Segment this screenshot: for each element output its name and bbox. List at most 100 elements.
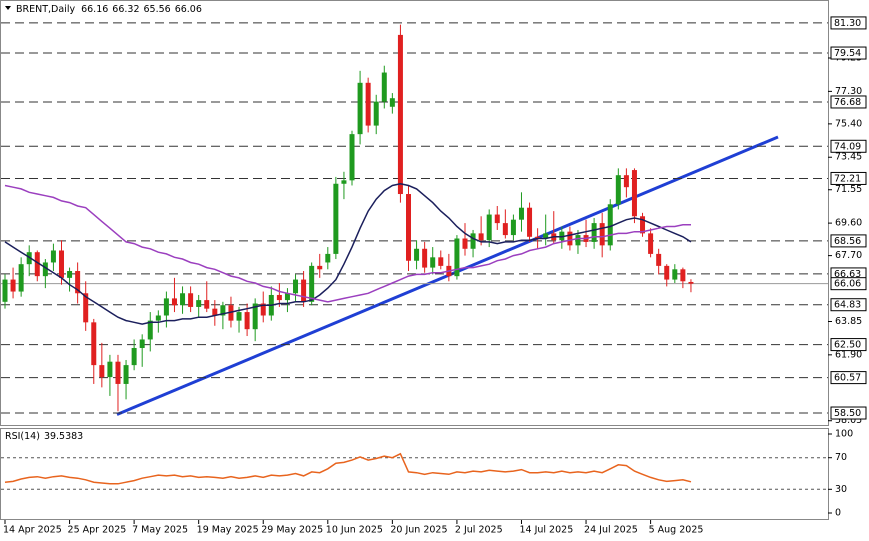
candle-body [10,279,16,292]
candle-body [656,253,662,266]
rsi-tick-label: 0 [835,508,841,519]
current-price-box [830,277,867,291]
rsi-value: 39.5383 [44,431,83,442]
y-tick-label: 61.90 [835,349,862,360]
level-label: 81.30 [834,18,861,29]
candle-body [357,82,363,135]
candle-body [664,265,670,280]
level-box [830,95,867,109]
y-tick-label: 67.70 [835,250,862,261]
candle-body [42,262,48,277]
candle-body [414,248,420,261]
moving-average [4,183,692,325]
x-tick-label: 2 Jul 2025 [455,525,503,536]
x-tick-label: 14 Jul 2025 [519,525,573,536]
candle-body [83,293,89,323]
chart-header: BRENT,Daily 66.16 66.32 65.56 66.06 [16,4,202,15]
candle-body [204,300,210,309]
candle-body [317,265,323,270]
level-box [830,298,867,312]
y-tick-label: 71.55 [835,184,862,195]
candle-body [196,300,202,307]
candle-body [180,293,186,306]
candle-body [543,233,549,239]
rsi-line [4,452,692,485]
candle-body [365,82,371,126]
moving-average [4,184,691,303]
x-tick-label: 25 Apr 2025 [68,525,127,536]
close-value: 66.06 [175,4,202,15]
candle-body [518,207,524,220]
candle-body [470,233,476,249]
candle-body [2,279,8,302]
candle-body [188,293,194,307]
candle-body [50,250,56,263]
candle-body [155,315,161,321]
candle-body [406,194,411,261]
high-value: 66.32 [112,4,139,15]
candle-body [559,231,565,241]
candle-body [123,365,129,384]
candle-body [139,339,145,349]
candle-body [438,257,444,266]
candle-body [212,308,218,316]
candle-body [494,214,500,224]
candle-body [260,303,266,316]
rsi-name: RSI(14) [5,431,40,442]
candle-body [615,175,621,205]
candle-body [591,223,597,242]
candle-body [478,233,484,241]
candle-body [688,281,694,284]
candle-body [680,269,686,282]
candle-body [276,294,282,301]
candle-body [535,236,541,239]
x-tick-label: 5 Aug 2025 [649,525,704,536]
level-label: 74.09 [834,141,861,152]
candle-body [575,235,581,246]
menu-arrow [5,6,11,10]
x-tick-label: 20 Jun 2025 [390,525,447,536]
candle-body [91,322,97,366]
candle-body [341,180,347,184]
symbol: BRENT,Daily [16,4,75,15]
candle-body [236,312,242,321]
candle-body [131,348,137,366]
level-box [830,371,867,385]
level-label: 66.63 [834,269,861,280]
rsi-tick-label: 70 [835,452,847,463]
candle-body [349,134,355,181]
candle-body [284,293,290,301]
low-value: 65.56 [144,4,171,15]
candle-body [623,175,629,188]
candle-body [163,298,169,316]
rsi-header: RSI(14) 39.5383 [5,431,83,442]
candle-body [107,361,113,378]
candle-body [244,312,250,330]
candle-body [325,253,331,263]
candle-body [309,265,315,302]
x-tick-label: 7 May 2025 [132,525,188,536]
x-tick-label: 29 May 2025 [261,525,323,536]
level-label: 64.83 [834,300,861,311]
y-tick-label: 69.60 [835,218,862,229]
level-box [830,234,867,248]
y-tick-label: 58.05 [835,415,862,426]
candle-body [171,298,177,306]
level-label: 79.54 [834,48,861,59]
level-box [830,171,867,185]
y-tick-label: 77.30 [835,86,862,97]
level-label: 76.68 [834,97,861,108]
level-box [830,46,867,60]
candle-body [381,72,387,102]
rsi-panel [0,428,829,520]
y-tick-label: 75.40 [835,118,862,129]
candle-body [58,250,64,278]
level-label: 58.50 [834,408,861,419]
candle-body [228,305,234,321]
candle-body [454,238,460,277]
rsi-tick-label: 30 [835,484,847,495]
y-tick-label: 63.85 [835,316,862,327]
y-tick-label: 73.45 [835,152,862,163]
